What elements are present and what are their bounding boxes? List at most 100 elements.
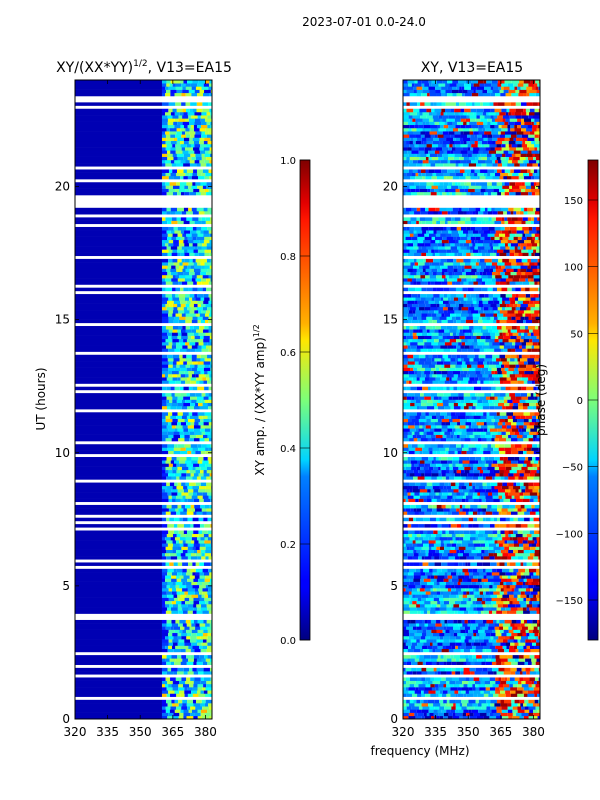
heatmap-cell [523,460,531,464]
heatmap-cell [473,575,478,579]
heatmap-cell [505,690,511,694]
heatmap-cell [186,169,194,173]
heatmap-cell [172,373,177,378]
heatmap-cell [486,361,490,365]
heatmap-cell [161,364,169,368]
heatmap-cell [511,703,518,707]
heatmap-cell [488,472,496,477]
heatmap-cell [161,511,166,515]
heatmap-cell [518,370,525,375]
heatmap-cell [190,396,197,400]
heatmap-cell [445,466,450,471]
heatmap-cell [501,578,508,582]
heatmap-cell [203,405,209,410]
heatmap-cell [528,584,534,589]
heatmap-cell [161,249,169,253]
heatmap-cell [449,476,455,480]
heatmap-cell [181,572,187,576]
heatmap-cell [194,648,201,653]
heatmap-cell [75,661,162,665]
heatmap-cell [192,316,198,320]
heatmap-cell [196,207,204,212]
heatmap-cell [196,226,202,231]
heatmap-cell [199,89,205,94]
heatmap-cell [75,460,162,464]
heatmap-cell [201,508,207,512]
heatmap-cell [185,504,191,509]
heatmap-cell [174,124,181,129]
heatmap-cell [527,524,535,528]
heatmap-cell [533,425,540,429]
heatmap-cell [510,345,515,349]
heatmap-cell [463,370,468,375]
heatmap-cell [480,338,486,343]
heatmap-cell [469,361,478,365]
heatmap-cell [196,102,203,106]
heatmap-cell [172,153,177,157]
heatmap-cell [513,594,518,598]
heatmap-cell [161,83,167,87]
heatmap-cell [456,345,461,349]
heatmap-cell [430,683,435,688]
heatmap-cell [481,703,488,707]
heatmap-cell [183,361,187,365]
heatmap-cell [187,591,195,595]
heatmap-cell [430,607,436,611]
heatmap-cell [481,444,488,448]
heatmap-cell [161,533,167,538]
heatmap-cell [536,658,540,662]
heatmap-cell [423,578,431,582]
heatmap-cell [507,706,513,710]
heatmap-cell [196,399,202,403]
heatmap-cell [209,373,212,378]
heatmap-cell [193,472,199,477]
heatmap-cell [459,536,464,541]
heatmap-cell [509,517,514,522]
heatmap-cell [204,265,210,269]
heatmap-cell [75,415,162,419]
heatmap-cell [514,345,520,349]
heatmap-cell [508,332,513,336]
heatmap-cell [403,581,410,586]
heatmap-cell [476,603,483,608]
heatmap-cell [191,457,199,461]
heatmap-cell [419,495,427,499]
heatmap-cell [201,658,206,662]
heatmap-cell [183,524,191,528]
heatmap-cell [75,303,162,308]
heatmap-cell [466,607,470,611]
heatmap-cell [403,396,407,400]
heatmap-cell [436,667,441,672]
heatmap-cell [534,421,540,426]
heatmap-cell [472,703,478,707]
heatmap-cell [443,712,449,717]
heatmap-cell [171,492,178,496]
heatmap-cell [412,693,418,697]
heatmap-cell [405,498,409,503]
heatmap-cell [523,412,530,416]
heatmap-cell [75,607,162,611]
heatmap-cell [419,431,424,435]
heatmap-cell [190,153,196,157]
heatmap-cell [492,629,496,634]
heatmap-cell [188,185,192,189]
heatmap-cell [414,357,420,362]
heatmap-cell [171,425,176,429]
heatmap-cell [500,530,505,534]
heatmap-cell [208,169,212,173]
heatmap-cell [171,252,178,257]
heatmap-cell [75,348,162,352]
heatmap-cell [179,540,183,544]
heatmap-cell [458,511,466,515]
heatmap-cell [431,361,437,365]
heatmap-cell [453,648,461,653]
heatmap-cell [441,623,446,627]
heatmap-cell [75,508,162,512]
heatmap-cell [464,572,470,576]
heatmap-cell [161,610,166,614]
heatmap-cell [191,115,198,119]
heatmap-cell [501,709,508,713]
heatmap-cell [518,655,524,659]
heatmap-cell [75,677,162,681]
heatmap-cell [191,345,198,349]
